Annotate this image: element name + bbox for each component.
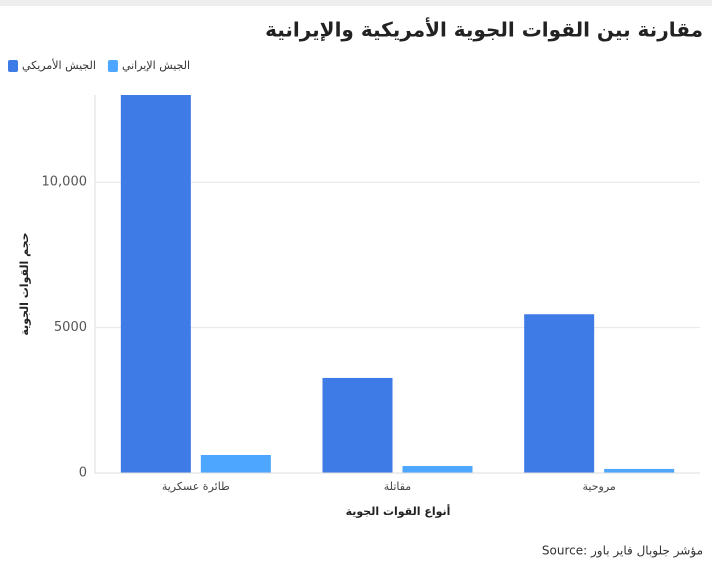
y-tick-label: 5000	[54, 320, 87, 335]
y-tick-label: 10,000	[42, 175, 88, 190]
legend-swatch	[107, 60, 118, 72]
bar	[322, 377, 393, 473]
x-tick-label: مروحية	[583, 480, 616, 493]
legend-label: الجيش الأمريكي	[22, 58, 96, 72]
x-tick-label: مقاتلة	[384, 480, 412, 493]
y-axis-title: حجم القوات الجوية	[18, 232, 31, 335]
bar	[524, 314, 595, 473]
bar	[200, 454, 271, 473]
x-tick-label: طائرة عسكرية	[162, 480, 230, 493]
bar	[402, 466, 473, 473]
chart-title: مقارنة بين القوات الجوية الأمريكية والإي…	[265, 17, 703, 42]
x-axis-title: أنواع القوات الجوية	[346, 504, 451, 518]
legend-swatch	[8, 60, 18, 72]
bar	[604, 468, 675, 473]
legend-label: الجيش الإيراني	[122, 59, 190, 72]
y-tick-label: 0	[79, 466, 87, 481]
bar	[120, 95, 191, 473]
top-strip	[0, 0, 712, 6]
source-note: Source: مؤشر جلوبال فاير باور	[542, 544, 703, 559]
